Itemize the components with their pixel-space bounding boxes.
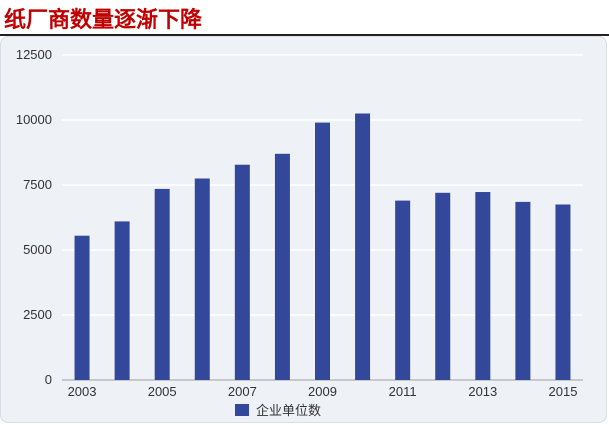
y-tick-label: 7500	[23, 177, 52, 192]
y-axis-ticks: 0 2500 5000 7500 10000 12500	[16, 47, 52, 387]
bar-2015	[555, 204, 571, 380]
x-tick-label: 2007	[228, 384, 257, 399]
bar-2008	[274, 153, 290, 380]
bar-2003	[74, 235, 90, 380]
bar-2009	[315, 122, 330, 380]
x-tick-label: 2011	[389, 384, 417, 399]
title-divider	[0, 34, 609, 36]
legend: 企业单位数	[235, 403, 321, 419]
x-tick-label: 2013	[468, 384, 497, 399]
chart-title: 纸厂商数量逐渐下降	[4, 8, 203, 33]
y-tick-label: 12500	[16, 47, 52, 62]
y-tick-label: 5000	[23, 242, 52, 257]
bar-2006	[194, 178, 210, 380]
x-tick-label: 2005	[148, 384, 177, 399]
legend-label: 企业单位数	[256, 403, 321, 419]
x-tick-label: 2003	[68, 384, 97, 399]
bar-2007	[234, 164, 250, 380]
bars	[74, 113, 571, 380]
bar-2010	[355, 113, 371, 380]
y-tick-label: 10000	[16, 112, 52, 127]
bar-2005	[154, 188, 170, 380]
bar-2012	[435, 192, 451, 380]
bar-2014	[515, 201, 531, 380]
y-tick-label: 2500	[23, 307, 52, 322]
bar-2004	[114, 221, 130, 380]
legend-swatch	[235, 404, 249, 416]
y-tick-label: 0	[45, 372, 52, 387]
chart-area	[0, 36, 607, 423]
x-tick-label: 2015	[549, 384, 578, 399]
x-tick-label: 2009	[308, 384, 337, 399]
bar-2011	[395, 200, 411, 380]
x-axis-ticks: 2003 2005 2007 2009 2011 2013 2015	[68, 384, 578, 399]
bar-2013	[475, 192, 491, 380]
